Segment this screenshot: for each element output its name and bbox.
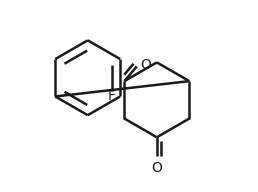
Text: O: O xyxy=(151,161,162,175)
Text: F: F xyxy=(107,89,115,103)
Text: O: O xyxy=(140,58,151,72)
